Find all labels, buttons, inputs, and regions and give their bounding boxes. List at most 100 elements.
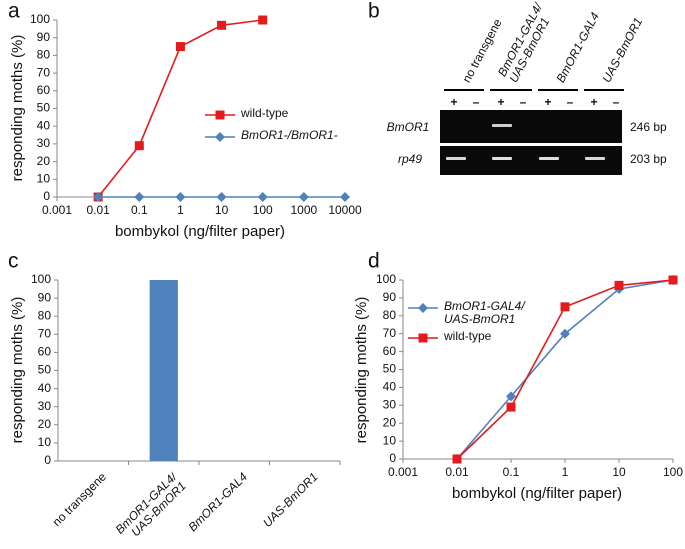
x-tick-label: 0.1: [131, 203, 148, 217]
x-tick-label: 10: [612, 465, 626, 479]
y-tick-label: 70: [383, 326, 397, 340]
gel-row-label: rp49: [398, 152, 422, 166]
marker: [258, 15, 268, 25]
lane-label: –: [567, 95, 574, 109]
x-axis-label: bombykol (ng/filter paper): [452, 485, 622, 502]
y-tick-label: 20: [383, 415, 397, 429]
x-tick-label: 0.01: [445, 465, 469, 479]
gel-band: [492, 157, 512, 160]
y-tick-label: 30: [37, 136, 51, 150]
gel-image: [440, 146, 622, 175]
y-tick-label: 10: [37, 171, 51, 185]
x-tick-label: 100: [663, 465, 683, 479]
x-axis-label: bombykol (ng/filter paper): [115, 223, 285, 240]
gel-band: [539, 157, 559, 160]
y-tick-label: 30: [38, 399, 52, 413]
legend-marker: [215, 132, 225, 142]
legend-label-box: wild-type: [241, 107, 289, 120]
x-tick-label: 100: [253, 203, 273, 217]
y-tick-label: 20: [37, 154, 51, 168]
gel-band: [446, 157, 466, 160]
legend-marker: [418, 303, 428, 313]
y-tick-label: 50: [37, 101, 51, 115]
gel-group-label: BmOR1-GAL4: [554, 10, 603, 85]
y-tick-label: 100: [31, 272, 51, 286]
y-tick-label: 70: [38, 326, 52, 340]
y-tick-label: 90: [37, 30, 51, 44]
marker: [614, 280, 624, 290]
y-tick-label: 40: [38, 381, 52, 395]
legend-marker: [215, 110, 225, 120]
x-tick-label: 1000: [291, 203, 318, 217]
y-axis-label: responding moths (%): [9, 35, 26, 182]
legend-marker: [418, 333, 428, 343]
y-tick-label: 0: [389, 451, 396, 465]
y-tick-label: 30: [383, 397, 397, 411]
marker: [175, 192, 186, 202]
marker: [298, 192, 309, 202]
lane-label: +: [544, 95, 551, 109]
marker: [93, 192, 104, 202]
gel-band: [585, 157, 605, 160]
legend-label-box: wild-type: [444, 330, 492, 343]
x-tick-label: 10000: [328, 203, 362, 217]
x-tick-label: 0.01: [86, 203, 110, 217]
x-tick-label: 1: [562, 465, 569, 479]
x-tick-label: 1: [177, 203, 184, 217]
marker: [506, 402, 516, 412]
gel-group-label-box: UAS-BmOR1: [600, 15, 646, 85]
panel-label: c: [8, 250, 19, 273]
x-tick-label: 0.1: [503, 465, 520, 479]
legend-label: BmOR1-GAL4/ UAS-BmOR1: [444, 300, 525, 326]
y-tick-label: 60: [37, 83, 51, 97]
y-tick-label: 50: [383, 362, 397, 376]
lane-label: +: [590, 95, 597, 109]
legend-label-box: BmOR1-/BmOR1-: [241, 129, 338, 142]
x-tick-label: 0.001: [42, 203, 72, 217]
bar: [149, 280, 178, 461]
marker: [257, 192, 268, 202]
legend-label: wild-type: [241, 107, 289, 120]
gel-group-label: UAS-BmOR1: [600, 15, 646, 85]
marker: [216, 192, 227, 202]
y-tick-label: 20: [38, 417, 52, 431]
y-axis-label: responding moths (%): [353, 297, 370, 444]
y-tick-label: 40: [37, 118, 51, 132]
y-tick-label: 10: [38, 435, 52, 449]
panel-label: d: [368, 250, 380, 273]
x-tick-label: 10: [215, 203, 229, 217]
y-tick-label: 100: [376, 272, 396, 286]
band-size: 246 bp: [630, 120, 667, 134]
y-tick-label: 50: [38, 363, 52, 377]
gel-band: [492, 124, 512, 127]
y-axis-label: responding moths (%): [9, 297, 26, 444]
y-tick-label: 40: [383, 380, 397, 394]
gel-image: [440, 110, 622, 143]
y-tick-label: 60: [383, 344, 397, 358]
y-tick-label: 70: [37, 65, 51, 79]
y-tick-label: 100: [30, 12, 50, 26]
panel-label: b: [368, 0, 380, 23]
legend-label: BmOR1-/BmOR1-: [241, 129, 338, 142]
lane-label: –: [613, 95, 620, 109]
gel-row-label: BmOR1: [387, 120, 430, 134]
lane-label: –: [520, 95, 527, 109]
x-tick-label: 0.001: [388, 465, 418, 479]
marker: [452, 454, 462, 464]
y-tick-label: 80: [37, 48, 51, 62]
lane-label: –: [473, 95, 480, 109]
marker: [506, 391, 516, 402]
marker: [340, 192, 350, 202]
gel-header: UAS-BmOR1: [600, 15, 646, 85]
y-tick-label: 90: [38, 290, 52, 304]
marker: [217, 20, 227, 30]
marker: [560, 302, 570, 312]
marker: [560, 328, 570, 339]
marker: [668, 275, 678, 285]
y-tick-label: 0: [44, 453, 51, 467]
band-size: 203 bp: [630, 152, 667, 166]
legend-label: wild-type: [444, 330, 492, 343]
marker: [134, 192, 145, 202]
y-tick-label: 10: [383, 433, 397, 447]
